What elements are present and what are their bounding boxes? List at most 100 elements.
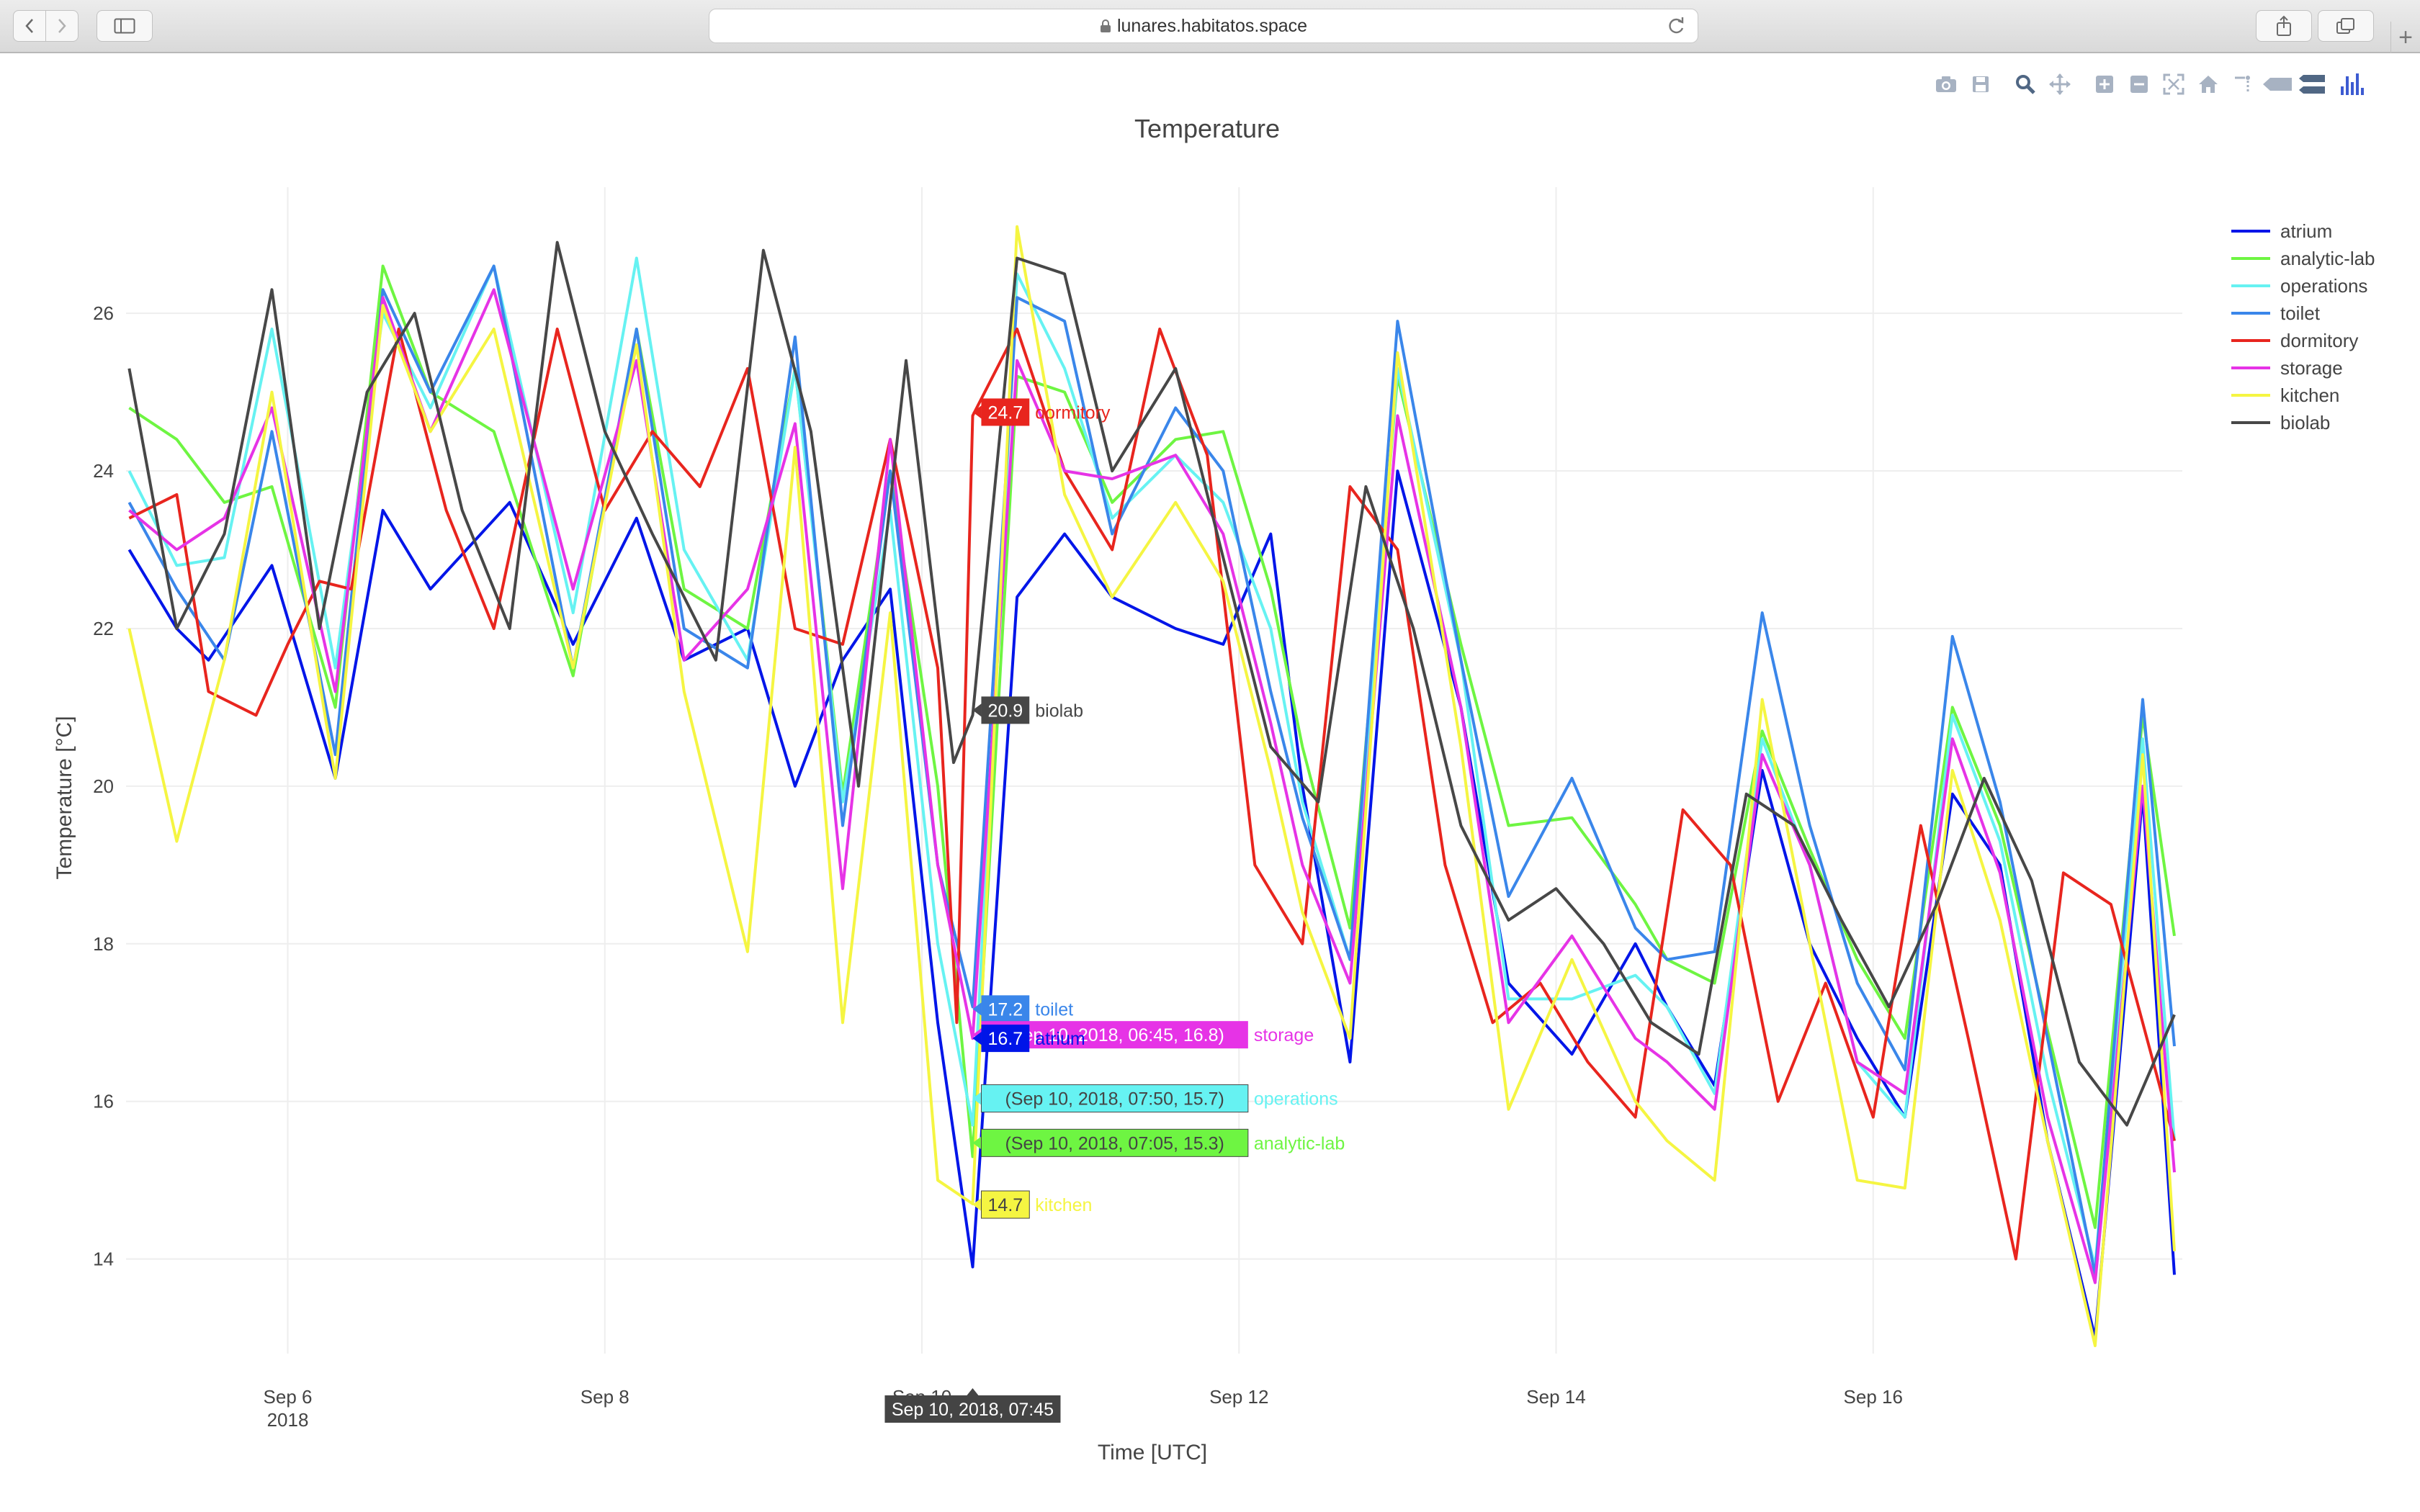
hover-value-kitchen: 14.7 [988,1195,1023,1215]
chevron-left-icon [25,19,33,33]
url-text: lunares.habitatos.space [1116,15,1308,36]
hover-value-analytic-lab: (Sep 10, 2018, 07:05, 15.3) [1005,1133,1224,1153]
x-hover-label: Sep 10, 2018, 07:45 [884,1388,1061,1423]
legend-label-analytic-lab: analytic-lab [2280,248,2375,269]
temperature-chart[interactable]: 24.7 dormitory 20.9 biolab 17.2 toilet (Sep 10… [0,53,2420,1512]
legend[interactable]: atrium analytic-lab operations toilet dormit… [2231,220,2375,433]
series-line-dormitory [128,328,2176,1261]
legend-label-kitchen: kitchen [2280,384,2339,406]
hover-box-kitchen [980,1190,1030,1219]
hover-name-toilet: toilet [1035,999,1073,1020]
hover-value-storage: (Sep 10, 2018, 06:45, 16.8) [1005,1025,1224,1045]
x-hover-pointer [967,1388,979,1395]
hover-box-toilet [981,995,1030,1023]
hover-labels: 24.7 dormitory 20.9 biolab 17.2 toilet (Sep 10… [972,398,1345,1219]
hover-value-biolab: 20.9 [988,701,1023,721]
hover-name-atrium: atrium [1035,1029,1085,1049]
address-bar[interactable]: lunares.habitatos.space [709,9,1698,43]
series-line-storage [128,288,2176,1284]
back-button[interactable] [13,10,46,42]
y-tick-label: 24 [93,460,114,482]
x-hover-label-box [884,1395,1061,1423]
hover-pointer-biolab [972,703,982,717]
hover-name-analytic-lab: analytic-lab [1254,1133,1345,1153]
plotly-logo-icon[interactable] [2338,68,2370,100]
hover-name-dormitory: dormitory [1035,402,1111,423]
hover-name-storage: storage [1254,1025,1314,1045]
y-tick-label: 20 [93,775,114,797]
hover-pointer-analytic-lab [972,1136,982,1150]
zoom-out-icon[interactable] [2123,68,2155,100]
hover-value-dormitory: 24.7 [988,402,1023,423]
y-axis-title: Temperature [°C] [53,716,76,879]
hover-name-operations: operations [1254,1089,1338,1110]
x-hover-label-text: Sep 10, 2018, 07:45 [892,1400,1054,1420]
chart-title: Temperature [1134,114,1280,143]
share-button[interactable] [2256,10,2312,42]
forward-button[interactable] [45,10,79,42]
save-icon[interactable] [1965,68,1996,100]
legend-label-storage: storage [2280,357,2343,379]
x-tick-label: Sep 12 [1209,1386,1268,1408]
legend-label-toilet: toilet [2280,302,2321,324]
pan-icon[interactable] [2044,68,2076,100]
home-icon[interactable] [2192,68,2224,100]
tabs-overview-button[interactable] [2318,10,2374,42]
legend-label-biolab: biolab [2280,412,2330,433]
spike-lines-icon[interactable] [2227,68,2259,100]
hover-value-operations: (Sep 10, 2018, 07:50, 15.7) [1005,1089,1224,1110]
autoscale-icon[interactable] [2158,68,2190,100]
series-line-atrium [127,469,2176,1340]
zoom-in-icon[interactable] [2089,68,2120,100]
hover-box-biolab [981,696,1030,724]
hover-pointer-dormitory [972,405,982,419]
series-line-kitchen [127,225,2176,1348]
hover-box-dormitory [981,398,1030,426]
series-line-biolab [127,240,2176,1127]
sidebar-toggle-button[interactable] [97,10,153,42]
hover-compare-icon[interactable] [2296,68,2328,100]
x-tick-label: Sep 6 [264,1386,313,1408]
reload-icon[interactable] [1666,15,1686,37]
lock-icon [1100,19,1111,32]
chevron-right-icon [58,19,66,33]
plot-modebar [1930,66,2372,102]
hover-box-analytic-lab [980,1128,1249,1157]
series-line-analytic-lab [128,264,2176,1229]
x-tick-label: Sep 8 [581,1386,629,1408]
hover-name-biolab: biolab [1035,701,1083,721]
y-tick-label: 22 [93,618,114,639]
sidebar-icon [114,18,135,34]
x-tick-year-label: 2018 [267,1409,309,1431]
legend-label-atrium: atrium [2280,220,2332,242]
y-tick-label: 14 [93,1248,114,1270]
y-tick-label: 18 [93,933,114,955]
new-tab-button[interactable]: + [2390,22,2420,53]
series-line-toilet [127,264,2176,1277]
x-axis-title: Time [UTC] [1098,1441,1207,1464]
hover-box-atrium [981,1025,1030,1053]
grid-lines [126,187,2182,1354]
hover-closest-icon[interactable] [2262,68,2293,100]
hover-pointer-toilet [972,1002,982,1016]
series-lines [127,225,2176,1348]
legend-label-operations: operations [2280,275,2367,297]
hover-box-operations [980,1084,1249,1113]
y-axis-ticks: 14 16 18 20 22 24 26 [93,302,114,1270]
camera-icon[interactable] [1930,68,1962,100]
x-tick-label: Sep 14 [1526,1386,1585,1408]
hover-pointer-atrium [972,1032,982,1045]
legend-label-dormitory: dormitory [2280,330,2358,351]
hover-pointer-operations [972,1092,982,1105]
y-tick-label: 26 [93,302,114,324]
hover-value-toilet: 17.2 [988,999,1023,1020]
hover-pointer-kitchen [972,1198,982,1212]
zoom-icon[interactable] [2009,68,2041,100]
hover-value-atrium: 16.7 [988,1029,1023,1049]
browser-toolbar: lunares.habitatos.space + [0,0,2420,53]
share-icon [2277,15,2291,36]
tabs-icon [2336,18,2354,34]
x-tick-label: Sep 16 [1844,1386,1903,1408]
y-tick-label: 16 [93,1091,114,1112]
